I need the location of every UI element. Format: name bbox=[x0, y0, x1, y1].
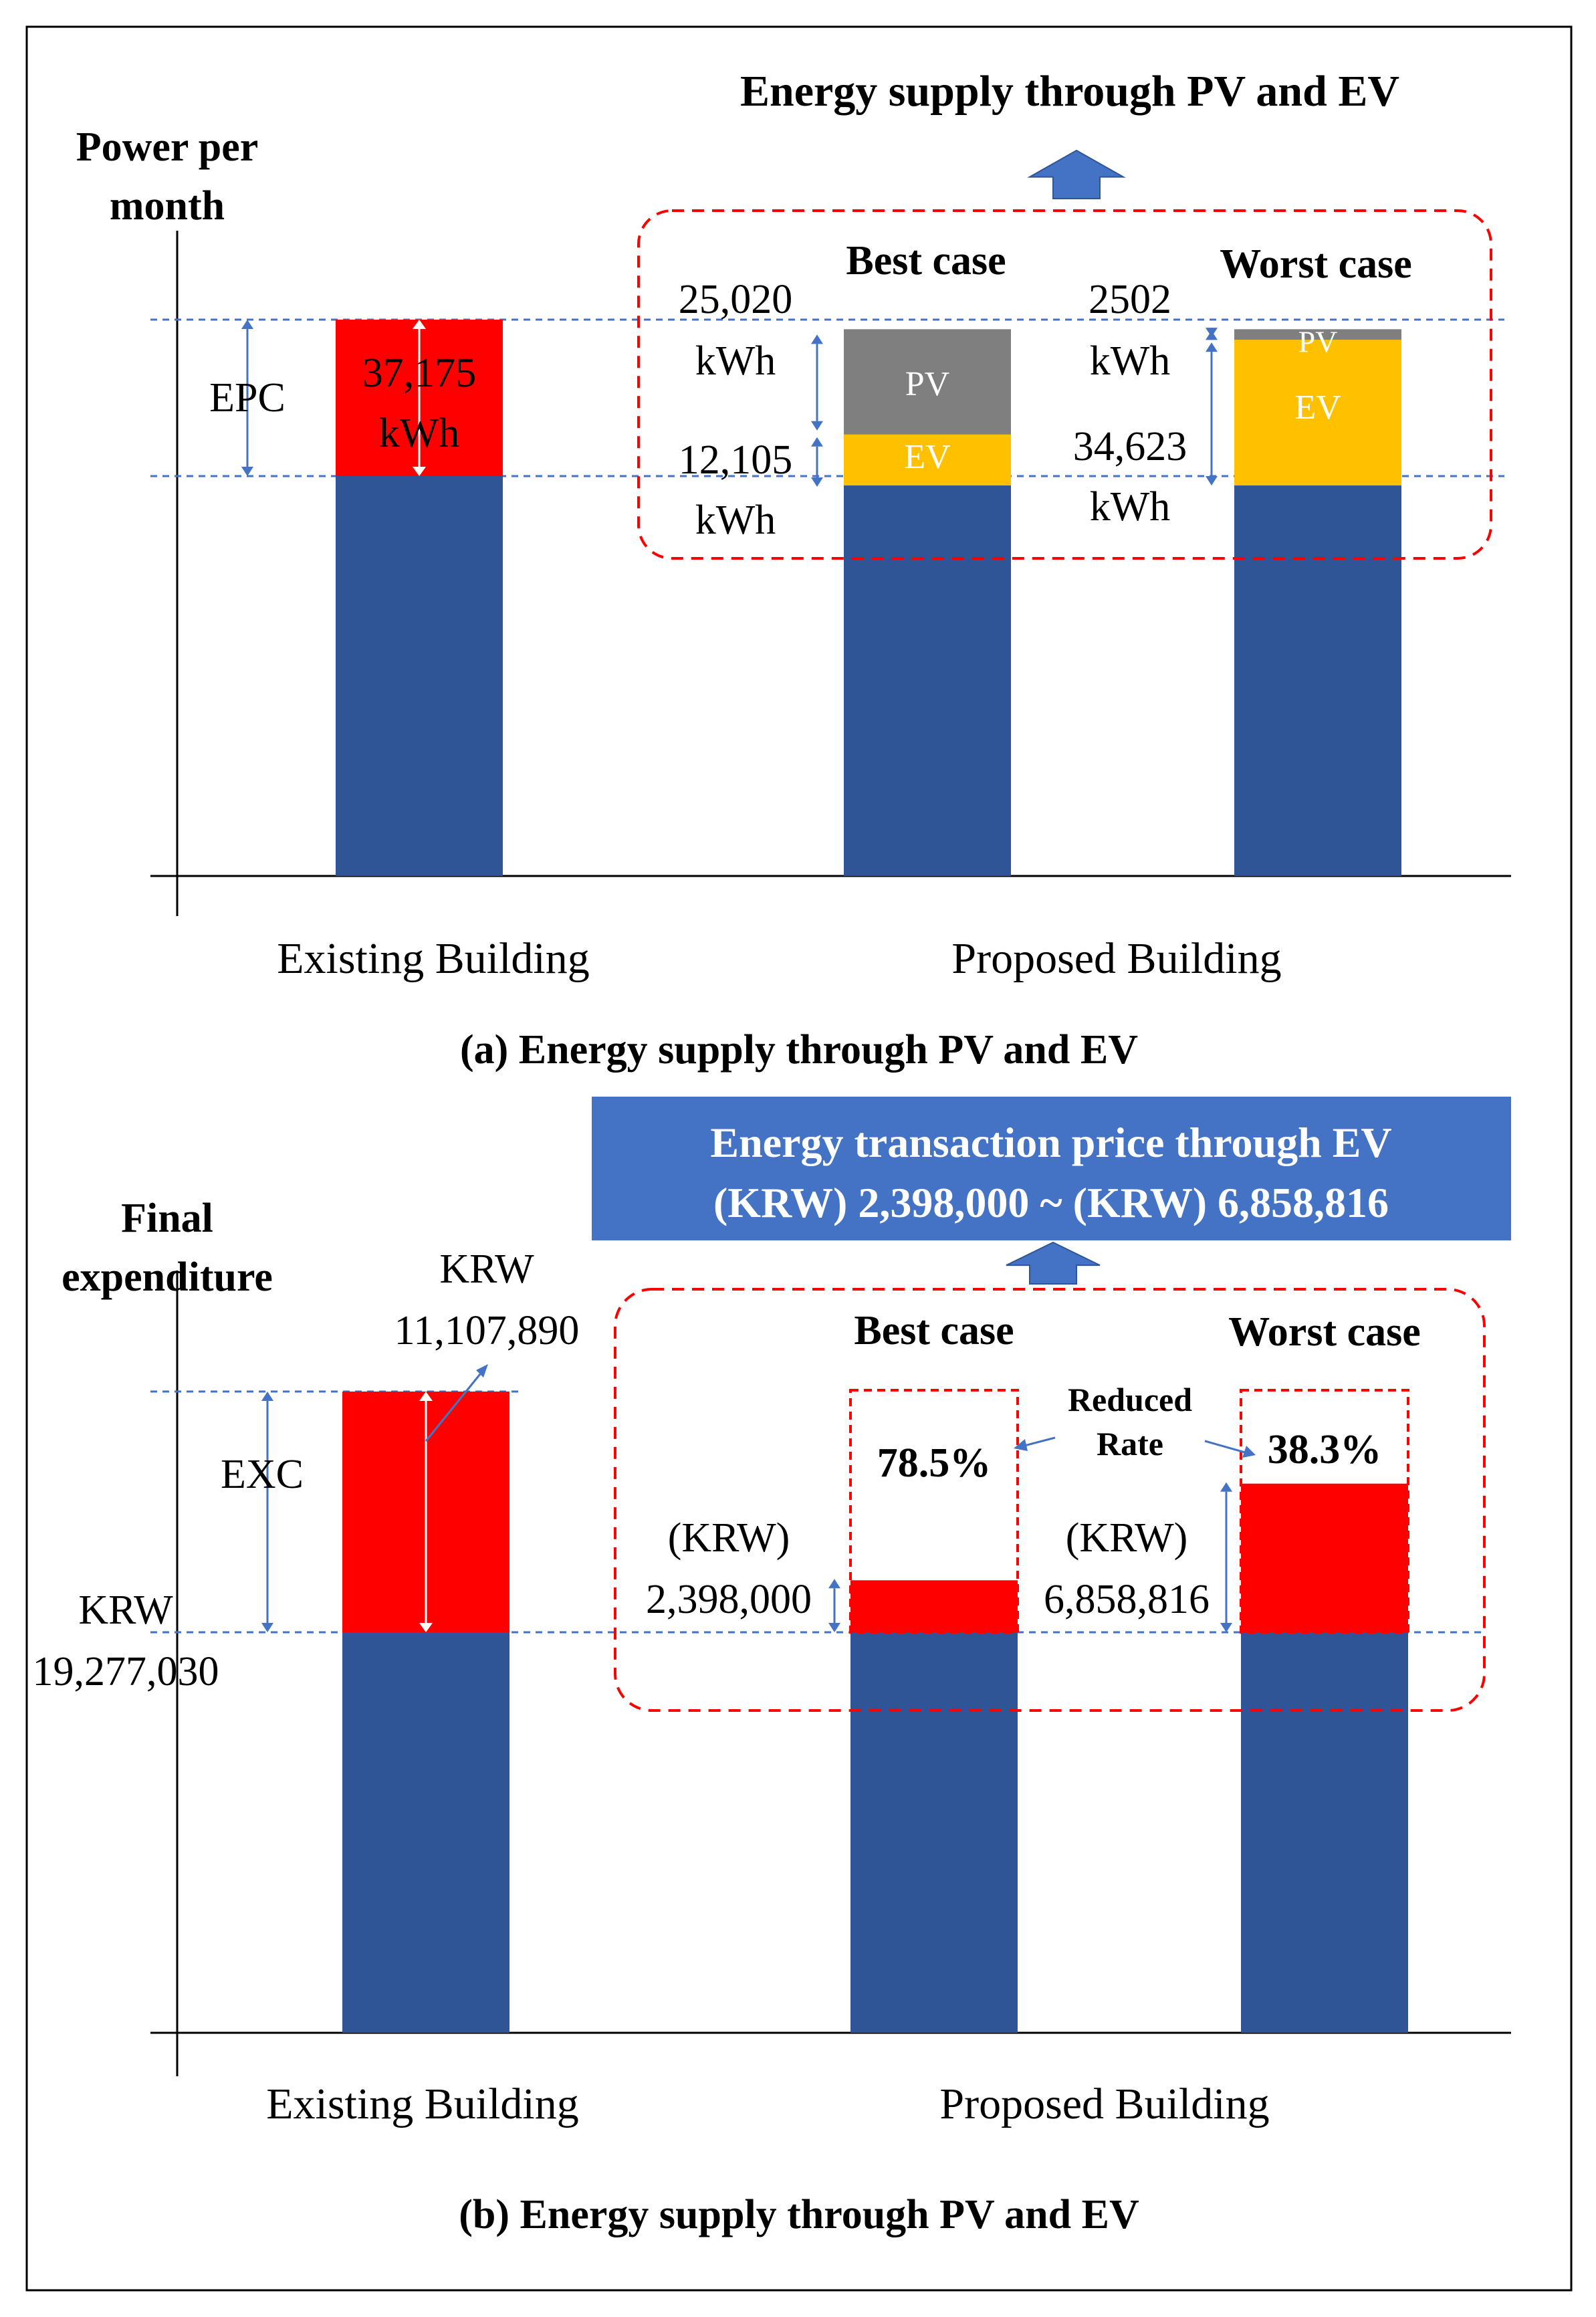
b-reduced-rate-pointer-left bbox=[1024, 1436, 1056, 1447]
a-best-ev-value-line-2: kWh bbox=[695, 498, 776, 543]
a-worst-pv-bar bbox=[1234, 329, 1401, 340]
b-exc-value-line-2: 11,107,890 bbox=[394, 1308, 580, 1353]
b-exc-arrow-head-bottom bbox=[261, 1623, 273, 1632]
a-best-pv-arrow-head-top bbox=[811, 334, 823, 344]
a-best-case-label: Best case bbox=[846, 238, 1006, 284]
a-y-axis-label-line-2: month bbox=[110, 183, 225, 229]
b-best-value-arrow-head-bottom bbox=[828, 1623, 840, 1632]
b-best-original-dashed-box bbox=[849, 1389, 1019, 1634]
b-proposed-dashed-box bbox=[614, 1288, 1486, 1712]
a-epc-arrow-head-top bbox=[241, 320, 253, 329]
b-reduced-rate-pointer-right-head bbox=[1242, 1446, 1256, 1458]
b-worst-base-bar bbox=[1241, 1632, 1408, 2033]
b-y-axis-label-line-1: Final bbox=[121, 1196, 213, 1241]
b-exc-value-pointer-head bbox=[476, 1364, 488, 1377]
b-best-value-line-1: (KRW) bbox=[668, 1515, 790, 1561]
b-category-existing: Existing Building bbox=[266, 2080, 579, 2128]
b-worst-reduced-rate: 38.3% bbox=[1268, 1427, 1382, 1472]
b-best-case-label: Best case bbox=[854, 1308, 1014, 1353]
b-category-proposed: Proposed Building bbox=[939, 2080, 1269, 2128]
b-base-value-line-1: KRW bbox=[78, 1587, 173, 1633]
b-best-transaction-bar bbox=[850, 1580, 1018, 1632]
b-reduced-rate-label-line-1: Reduced bbox=[1068, 1381, 1192, 1418]
b-exc-value-pointer bbox=[425, 1373, 481, 1442]
a-worst-ev-arrow-head-bottom bbox=[1206, 476, 1218, 485]
b-worst-value-line-2: 6,858,816 bbox=[1044, 1577, 1210, 1622]
a-worst-ev-arrow-head-top bbox=[1206, 342, 1218, 352]
a-worst-pv-label: PV bbox=[1298, 324, 1338, 358]
b-exc-arrow-head-top bbox=[261, 1392, 273, 1401]
b-exc-label: EXC bbox=[221, 1452, 304, 1497]
b-existing-exc-arrow-head-top bbox=[419, 1392, 433, 1401]
b-reduced-rate-pointer-right bbox=[1204, 1440, 1246, 1454]
b-base-value-line-2: 19,277,030 bbox=[33, 1649, 219, 1694]
b-existing-base-bar bbox=[342, 1632, 509, 2033]
a-worst-ev-value-line-2: kWh bbox=[1090, 484, 1171, 530]
a-category-existing: Existing Building bbox=[277, 934, 590, 983]
a-worst-pv-arrow-head-bottom bbox=[1206, 328, 1218, 338]
a-y-axis-label-line-1: Power per bbox=[76, 124, 259, 170]
b-reduced-rate-pointer-left-head bbox=[1014, 1439, 1028, 1451]
a-worst-base-bar bbox=[1234, 485, 1401, 876]
b-headline-line-2: (KRW) 2,398,000 ~ (KRW) 6,858,816 bbox=[713, 1179, 1389, 1226]
b-worst-transaction-bar bbox=[1241, 1483, 1408, 1632]
a-headline-arrow bbox=[1027, 149, 1126, 199]
a-epc-arrow-head-bottom bbox=[241, 467, 253, 476]
a-headline: Energy supply through PV and EV bbox=[740, 67, 1399, 116]
b-headline-arrow bbox=[1006, 1241, 1101, 1285]
a-proposed-dashed-box bbox=[637, 209, 1492, 560]
b-panel-title: (b) Energy supply through PV and EV bbox=[459, 2192, 1139, 2237]
b-best-reduced-rate: 78.5% bbox=[877, 1440, 992, 1486]
a-best-pv-value-line-2: kWh bbox=[695, 338, 776, 384]
a-worst-ev-bar bbox=[1234, 340, 1401, 485]
a-worst-pv-value-line-2: kWh bbox=[1090, 338, 1171, 384]
b-best-value-line-2: 2,398,000 bbox=[646, 1577, 812, 1622]
a-best-ev-arrow-head-bottom bbox=[811, 477, 823, 487]
a-best-pv-label: PV bbox=[905, 365, 949, 403]
a-epc-label: EPC bbox=[209, 375, 286, 421]
b-best-value-arrow-head-top bbox=[828, 1579, 840, 1589]
a-best-base-bar bbox=[844, 485, 1011, 876]
a-worst-ev-value-line-1: 34,623 bbox=[1073, 424, 1187, 469]
a-worst-case-label: Worst case bbox=[1220, 241, 1412, 287]
a-existing-epc-arrow-head-bottom bbox=[413, 467, 426, 476]
b-y-axis-label-line-2: expenditure bbox=[62, 1254, 273, 1300]
a-best-pv-bar bbox=[844, 329, 1011, 435]
b-worst-value-arrow-head-top bbox=[1220, 1482, 1232, 1492]
a-existing-epc-value-line-2: kWh bbox=[379, 411, 460, 456]
b-headline-line-1: Energy transaction price through EV bbox=[710, 1119, 1391, 1166]
a-category-proposed: Proposed Building bbox=[951, 934, 1281, 983]
b-worst-value-line-1: (KRW) bbox=[1066, 1515, 1188, 1561]
b-best-base-bar bbox=[850, 1632, 1018, 2033]
a-worst-ev-label: EV bbox=[1294, 389, 1341, 427]
a-best-ev-label: EV bbox=[904, 438, 950, 476]
b-worst-value-arrow-head-bottom bbox=[1220, 1623, 1232, 1632]
a-existing-base-bar bbox=[336, 476, 503, 876]
a-best-pv-arrow-head-bottom bbox=[811, 421, 823, 431]
a-worst-pv-value-line-1: 2502 bbox=[1089, 277, 1171, 322]
b-worst-case-label: Worst case bbox=[1228, 1309, 1421, 1355]
b-reduced-rate-label-line-2: Rate bbox=[1097, 1425, 1163, 1462]
b-headline-box bbox=[592, 1097, 1511, 1240]
b-existing-exc-arrow-head-bottom bbox=[419, 1623, 433, 1632]
a-best-ev-arrow-head-top bbox=[811, 437, 823, 447]
a-existing-epc-arrow-head-top bbox=[413, 320, 426, 329]
a-panel-title: (a) Energy supply through PV and EV bbox=[460, 1027, 1138, 1073]
figure-border bbox=[25, 25, 1573, 2292]
b-worst-original-dashed-box bbox=[1240, 1389, 1409, 1634]
a-best-pv-value-line-1: 25,020 bbox=[679, 277, 793, 322]
a-existing-epc-value-line-1: 37,175 bbox=[362, 350, 477, 396]
a-best-ev-value-line-1: 12,105 bbox=[679, 437, 793, 483]
a-best-ev-bar bbox=[844, 434, 1011, 485]
b-exc-value-line-1: KRW bbox=[439, 1246, 534, 1292]
